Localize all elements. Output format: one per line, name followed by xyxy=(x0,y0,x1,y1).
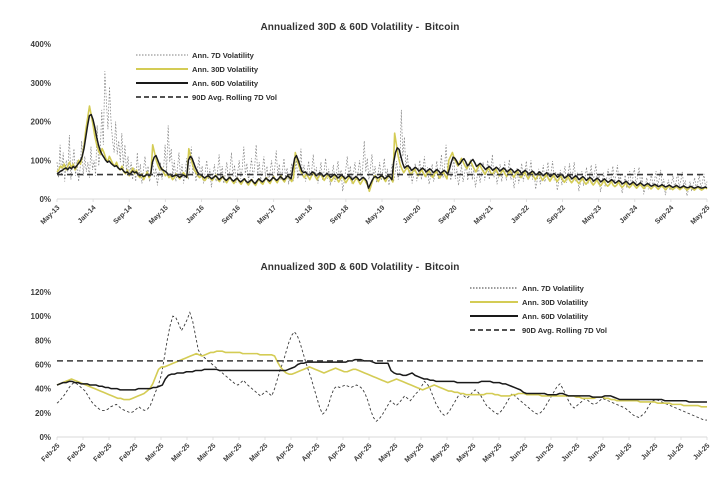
x-tick-label: Apr-25 xyxy=(327,442,348,463)
x-tick-label: May-25 xyxy=(404,442,426,464)
x-tick-label: Feb-25 xyxy=(41,442,62,463)
y-tick-label: 120% xyxy=(31,288,51,297)
legend-label: 90D Avg. Rolling 7D Vol xyxy=(192,93,277,102)
x-tick-label: Jul-25 xyxy=(666,442,685,461)
y-tick-label: 80% xyxy=(35,336,51,345)
legend-label: Ann. 30D Volatility xyxy=(522,298,589,307)
series-line-ann-7d-volatility xyxy=(56,311,707,422)
x-tick-label: Jun-25 xyxy=(509,442,530,463)
x-tick-label: May-15 xyxy=(148,204,170,226)
y-tick-label: 100% xyxy=(31,312,51,321)
x-tick-label: May-25 xyxy=(456,442,478,464)
x-tick-label: Jan-20 xyxy=(402,204,423,225)
x-tick-label: Mar-25 xyxy=(222,442,243,463)
legend-item: Ann. 7D Volatility xyxy=(136,51,255,60)
y-tick-label: 40% xyxy=(35,385,51,394)
x-tick-label: May-25 xyxy=(690,204,712,226)
y-tick-label: 0% xyxy=(39,195,51,204)
legend-label: Ann. 60D Volatility xyxy=(522,312,589,321)
x-tick-label: Jan-18 xyxy=(294,204,315,225)
top-chart-title: Annualized 30D & 60D Volatility - Bitcoi… xyxy=(260,22,460,33)
x-tick-label: Jun-25 xyxy=(535,442,556,463)
x-tick-label: Sep-22 xyxy=(546,204,567,225)
x-tick-label: May-25 xyxy=(378,442,400,464)
x-tick-label: Jun-25 xyxy=(561,442,582,463)
x-tick-label: Apr-25 xyxy=(353,442,374,463)
series-line-ann-60d-volatility xyxy=(56,358,707,403)
x-tick-label: Feb-25 xyxy=(67,442,88,463)
x-tick-label: Jul-25 xyxy=(614,442,633,461)
x-tick-label: May-13 xyxy=(40,204,62,226)
legend-label: Ann. 7D Volatility xyxy=(522,284,585,293)
x-tick-label: Sep-20 xyxy=(437,204,458,225)
x-tick-label: Jun-25 xyxy=(587,442,608,463)
x-tick-label: Jul-25 xyxy=(692,442,711,461)
x-tick-label: Sep-18 xyxy=(329,204,350,225)
x-tick-label: Jan-16 xyxy=(185,204,206,225)
x-tick-label: Sep-14 xyxy=(112,204,133,225)
legend-item: Ann. 7D Volatility xyxy=(470,284,585,293)
x-tick-label: Mar-25 xyxy=(248,442,269,463)
top-chart-svg: 0% 100% 200% 300% 400% May-13 Jan-14 Sep-14 May-… xyxy=(31,40,712,226)
x-tick-label: Apr-25 xyxy=(301,442,322,463)
legend-label: Ann. 7D Volatility xyxy=(192,51,255,60)
x-tick-label: Mar-25 xyxy=(170,442,191,463)
series-line-ann-30d-volatility xyxy=(56,350,707,408)
legend-label: Ann. 30D Volatility xyxy=(192,65,259,74)
x-tick-label: Jan-14 xyxy=(77,204,98,225)
x-tick-label: Feb-25 xyxy=(119,442,140,463)
x-tick-label: Apr-25 xyxy=(275,442,296,463)
bottom-chart-svg: 0%20%40%60%80%100%120%Feb-25 Feb-25 Feb-25… xyxy=(31,284,712,464)
y-tick-label: 200% xyxy=(31,118,51,127)
legend-item: Ann. 60D Volatility xyxy=(136,79,259,88)
x-tick-label: Sep-16 xyxy=(221,204,242,225)
y-tick-label: 100% xyxy=(31,156,51,165)
x-tick-label: Jan-22 xyxy=(510,204,531,225)
x-tick-label: May-25 xyxy=(482,442,504,464)
x-tick-label: Jan-24 xyxy=(619,204,640,225)
bottom-chart-panel: Annualized 30D & 60D Volatility - Bitcoi… xyxy=(0,244,720,488)
legend-item: Ann. 30D Volatility xyxy=(470,298,589,307)
bottom-chart-title: Annualized 30D & 60D Volatility - Bitcoi… xyxy=(260,262,460,273)
y-tick-label: 20% xyxy=(35,409,51,418)
x-tick-label: Sep-24 xyxy=(654,204,675,225)
legend-item: 90D Avg. Rolling 7D Vol xyxy=(470,326,607,335)
x-tick-label: May-21 xyxy=(473,204,495,226)
legend-item: 90D Avg. Rolling 7D Vol xyxy=(136,93,277,102)
x-tick-label: May-19 xyxy=(365,204,387,226)
legend-item: Ann. 30D Volatility xyxy=(136,65,259,74)
x-tick-label: Jul-25 xyxy=(640,442,659,461)
y-tick-label: 60% xyxy=(35,361,51,370)
x-tick-label: May-17 xyxy=(256,204,278,226)
top-chart-panel: Annualized 30D & 60D Volatility - Bitcoi… xyxy=(31,22,712,226)
y-tick-label: 0% xyxy=(39,433,51,442)
x-tick-label: Mar-25 xyxy=(144,442,165,463)
x-tick-label: Feb-25 xyxy=(93,442,114,463)
x-tick-label: May-23 xyxy=(581,204,603,226)
legend-item: Ann. 60D Volatility xyxy=(470,312,589,321)
y-tick-label: 400% xyxy=(31,40,51,49)
series-line-ann-60d-volatility xyxy=(56,113,708,189)
legend-label: 90D Avg. Rolling 7D Vol xyxy=(522,326,607,335)
y-tick-label: 300% xyxy=(31,79,51,88)
x-tick-label: Mar-25 xyxy=(196,442,217,463)
legend-label: Ann. 60D Volatility xyxy=(192,79,259,88)
x-tick-label: May-25 xyxy=(430,442,452,464)
series-line-ann-7d-volatility xyxy=(56,71,708,196)
